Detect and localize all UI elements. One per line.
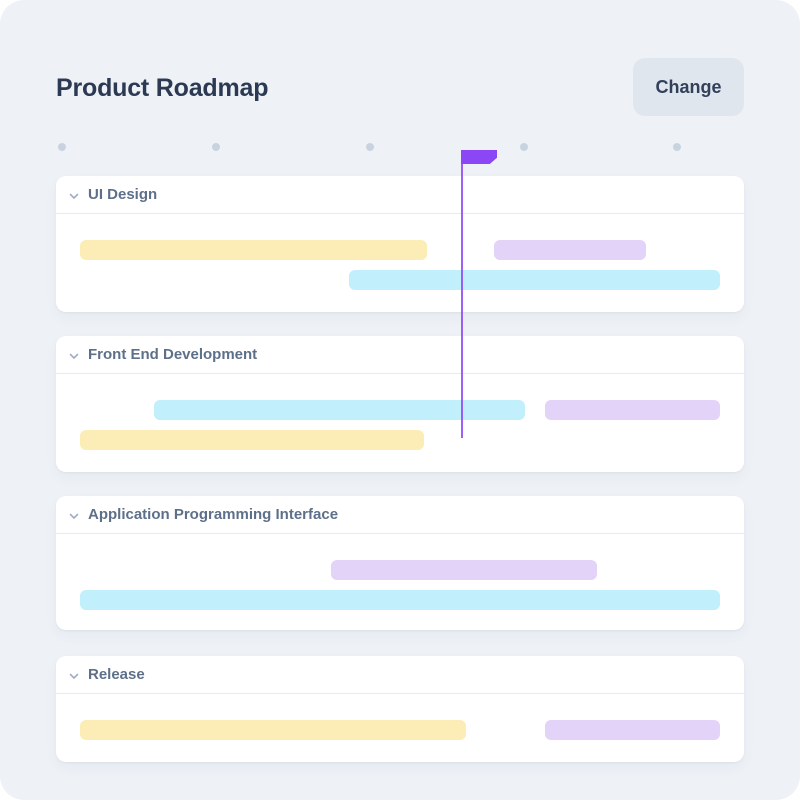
section-label: Release: [88, 666, 145, 683]
marker-flag-icon[interactable]: [461, 150, 497, 164]
section-header-release[interactable]: Release: [56, 656, 744, 694]
timeline-dot: [366, 143, 374, 151]
task-bar-cyan[interactable]: [80, 590, 720, 610]
section-label: Application Programming Interface: [88, 506, 339, 523]
roadmap-section-card: Release: [56, 656, 744, 762]
change-button[interactable]: Change: [633, 58, 744, 116]
task-bar-yellow[interactable]: [80, 430, 425, 450]
task-bar-cyan[interactable]: [348, 270, 720, 290]
roadmap-section-card: UI Design: [56, 176, 744, 312]
task-bar-lavender[interactable]: [545, 720, 720, 740]
task-bar-yellow[interactable]: [80, 240, 427, 260]
chevron-down-icon: [68, 350, 80, 362]
chevron-down-icon: [68, 670, 80, 682]
roadmap-section-card: Application Programming Interface: [56, 496, 744, 630]
timeline-dot: [520, 143, 528, 151]
chevron-down-icon: [68, 190, 80, 202]
section-header-ui-design[interactable]: UI Design: [56, 176, 744, 214]
task-bar-lavender[interactable]: [494, 240, 647, 260]
timeline-dot: [212, 143, 220, 151]
page-title: Product Roadmap: [56, 74, 269, 102]
task-bar-yellow[interactable]: [80, 720, 466, 740]
roadmap-section-card: Front End Development: [56, 336, 744, 472]
chevron-down-icon: [68, 510, 80, 522]
timeline-dot: [58, 143, 66, 151]
section-header-front-end-development[interactable]: Front End Development: [56, 336, 744, 374]
section-header-application-programming-interface[interactable]: Application Programming Interface: [56, 496, 744, 534]
task-bar-lavender[interactable]: [545, 400, 720, 420]
task-bar-cyan[interactable]: [154, 400, 526, 420]
task-bar-lavender[interactable]: [330, 560, 598, 580]
timeline-dot: [673, 143, 681, 151]
section-label: UI Design: [88, 186, 158, 203]
current-date-line: [461, 154, 463, 438]
section-label: Front End Development: [88, 346, 258, 363]
